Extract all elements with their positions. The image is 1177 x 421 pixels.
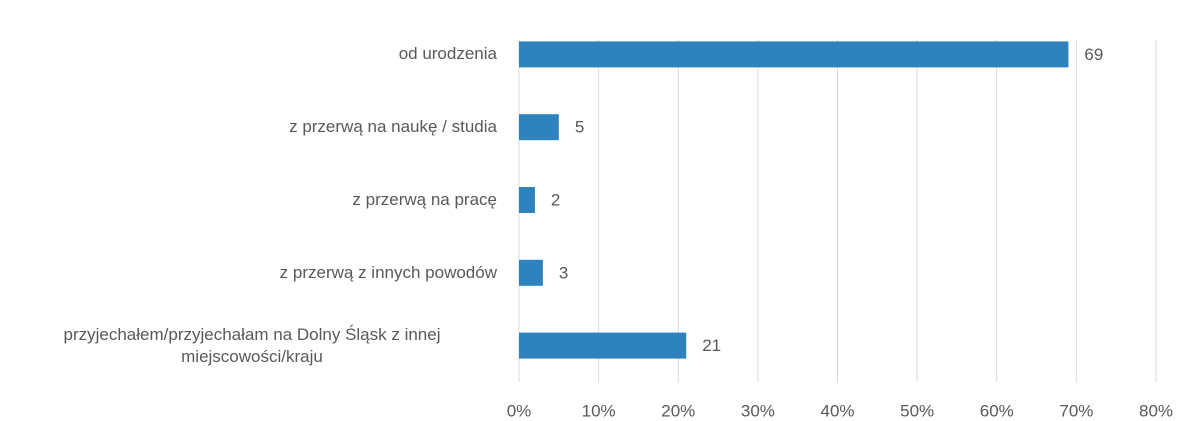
x-tick-label: 30%: [741, 401, 775, 420]
bar: [519, 41, 1069, 68]
bar: [519, 187, 535, 213]
y-tick-label-box: przyjechałem/przyjechałam na Dolny Śląsk…: [7, 324, 497, 368]
bar: [519, 114, 559, 141]
y-tick-label-box: z przerwą na naukę / studia: [289, 116, 497, 138]
x-tick-label: 50%: [900, 401, 934, 420]
data-label: 69: [1084, 45, 1103, 64]
x-tick-label: 80%: [1139, 401, 1173, 420]
x-tick-label: 70%: [1059, 401, 1093, 420]
y-tick-label-box: z przerwą z innych powodów: [280, 262, 497, 284]
bar: [519, 259, 543, 286]
data-label: 2: [551, 190, 560, 209]
y-tick-label: z przerwą na pracę: [352, 190, 497, 209]
x-tick-label: 20%: [661, 401, 695, 420]
y-tick-label: z przerwą na naukę / studia: [289, 117, 497, 137]
bar: [519, 332, 687, 359]
x-tick-label: 10%: [582, 401, 616, 420]
y-tick-label-box: z przerwą na pracę: [352, 189, 497, 211]
data-label: 5: [575, 118, 584, 137]
x-tick-label: 0%: [507, 401, 532, 420]
y-tick-label: od urodzenia: [398, 44, 497, 64]
y-tick-label: z przerwą z innych powodów: [279, 262, 497, 282]
y-tick-label-box: od urodzenia: [399, 43, 497, 65]
data-label: 21: [702, 336, 721, 355]
x-tick-label: 40%: [820, 401, 854, 420]
x-tick-label: 60%: [980, 401, 1014, 420]
data-label: 3: [559, 263, 568, 282]
y-tick-label: przyjechałem/przyjechałam na Dolny Śląsk…: [63, 324, 441, 366]
